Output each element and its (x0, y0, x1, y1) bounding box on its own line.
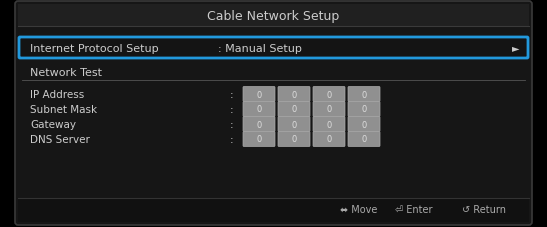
Text: 0: 0 (362, 90, 366, 99)
Text: 0: 0 (327, 105, 331, 114)
FancyBboxPatch shape (278, 117, 310, 132)
FancyBboxPatch shape (243, 102, 275, 117)
Text: Subnet Mask: Subnet Mask (30, 105, 97, 114)
Text: 0: 0 (362, 105, 366, 114)
Bar (18, 198, 529, 222)
Text: :: : (230, 119, 234, 129)
FancyBboxPatch shape (15, 2, 532, 225)
Text: :: : (230, 134, 234, 144)
FancyBboxPatch shape (278, 102, 310, 117)
Text: 0: 0 (327, 135, 331, 144)
Text: :: : (230, 90, 234, 100)
FancyBboxPatch shape (18, 5, 529, 27)
Text: 0: 0 (327, 90, 331, 99)
Text: ⬌ Move: ⬌ Move (340, 204, 377, 214)
Text: :: : (230, 105, 234, 114)
FancyBboxPatch shape (278, 87, 310, 102)
FancyBboxPatch shape (313, 132, 345, 147)
Text: 0: 0 (362, 135, 366, 144)
FancyBboxPatch shape (19, 38, 528, 59)
Text: 0: 0 (362, 120, 366, 129)
Text: Network Test: Network Test (30, 68, 102, 78)
Text: Internet Protocol Setup: Internet Protocol Setup (30, 43, 159, 53)
Text: 0: 0 (292, 105, 296, 114)
FancyBboxPatch shape (243, 117, 275, 132)
Text: 0: 0 (292, 120, 296, 129)
Text: DNS Server: DNS Server (30, 134, 90, 144)
Text: Gateway: Gateway (30, 119, 76, 129)
Text: ↺ Return: ↺ Return (462, 204, 506, 214)
Text: ►: ► (511, 43, 519, 53)
Text: 0: 0 (327, 120, 331, 129)
Text: IP Address: IP Address (30, 90, 84, 100)
Text: 0: 0 (257, 90, 261, 99)
Text: 0: 0 (257, 120, 261, 129)
Text: 0: 0 (257, 105, 261, 114)
FancyBboxPatch shape (348, 87, 380, 102)
FancyBboxPatch shape (313, 87, 345, 102)
FancyBboxPatch shape (243, 87, 275, 102)
FancyBboxPatch shape (348, 102, 380, 117)
Text: Cable Network Setup: Cable Network Setup (207, 10, 340, 22)
FancyBboxPatch shape (348, 117, 380, 132)
Text: 0: 0 (292, 135, 296, 144)
FancyBboxPatch shape (313, 117, 345, 132)
FancyBboxPatch shape (348, 132, 380, 147)
Text: : Manual Setup: : Manual Setup (218, 43, 302, 53)
FancyBboxPatch shape (278, 132, 310, 147)
FancyBboxPatch shape (243, 132, 275, 147)
Text: 0: 0 (257, 135, 261, 144)
FancyBboxPatch shape (313, 102, 345, 117)
Text: ⏎ Enter: ⏎ Enter (395, 204, 433, 214)
Text: 0: 0 (292, 90, 296, 99)
